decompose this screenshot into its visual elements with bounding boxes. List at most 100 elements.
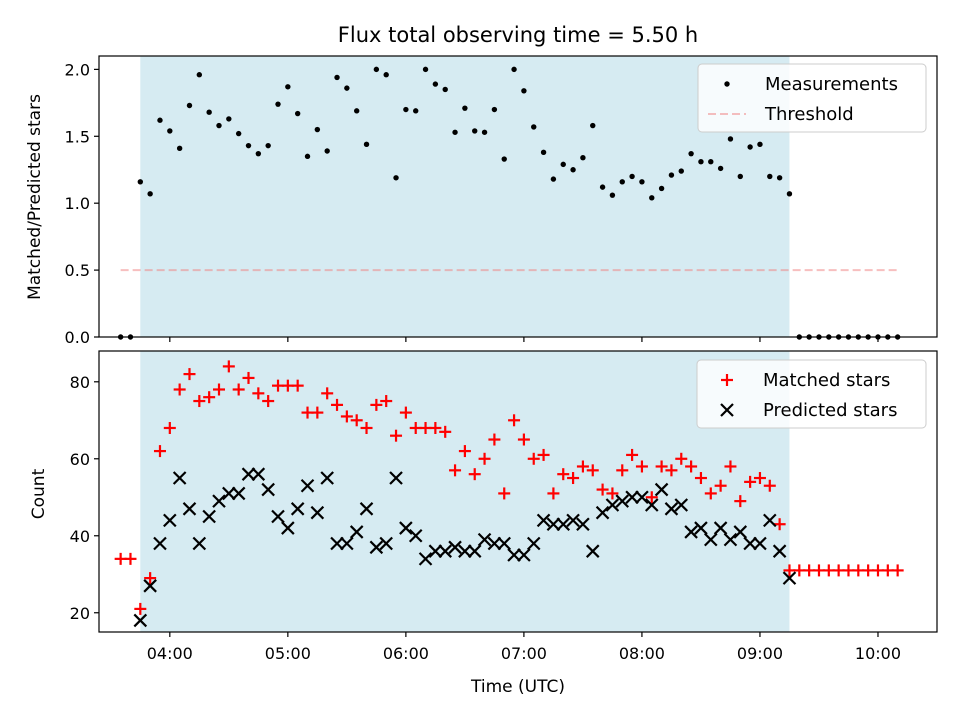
- predicted-star-point: [182, 502, 197, 516]
- matched-star-point: [360, 421, 373, 434]
- predicted-stars-legend-glyph: [720, 403, 734, 417]
- measurement-point: [688, 150, 694, 157]
- matched-star-point: [163, 421, 176, 434]
- measurement-point: [432, 81, 439, 87]
- predicted-star-point: [281, 521, 295, 535]
- matched-star-point: [291, 379, 304, 392]
- observing-window-band: [140, 351, 790, 632]
- predicted-star-point: [359, 502, 374, 516]
- predicted-star-point: [674, 498, 689, 512]
- matched-stars-legend-marker: [721, 374, 733, 386]
- count-x-tick-label: 10:00: [855, 644, 901, 663]
- count-y-ticks: 20 40 60 80: [70, 373, 99, 623]
- matched-star-point: [124, 552, 137, 565]
- measurement-point: [639, 179, 645, 185]
- predicted-star-point: [133, 613, 148, 628]
- measurement-point: [403, 106, 409, 113]
- predicted-star-point: [517, 548, 531, 562]
- count-x-tick-label: 05:00: [265, 644, 311, 663]
- predicted-star-point: [684, 525, 698, 539]
- measurement-point: [422, 66, 429, 73]
- matched-star-point: [714, 479, 727, 492]
- matched-star-point: [173, 383, 186, 396]
- measurement-point: [157, 117, 163, 123]
- count-plot-frame: [98, 350, 938, 633]
- matched-star-point: [232, 383, 245, 396]
- matched-star-point: [626, 448, 639, 461]
- predicted-star-point: [477, 532, 492, 547]
- measurement-point: [609, 192, 616, 198]
- matched-star-point: [586, 464, 599, 477]
- measurement-point: [521, 88, 527, 94]
- matched-star-point: [508, 414, 521, 427]
- measurement-point: [580, 154, 586, 161]
- ratio-y-ticks: 0.0 0.5 1.0 1.5 2.0: [65, 60, 99, 347]
- predicted-star-point: [369, 540, 384, 555]
- measurements-legend-marker: [724, 81, 730, 87]
- ratio-x-ticks: [169, 337, 879, 342]
- matched-star-point: [203, 391, 216, 404]
- measurement-point: [373, 66, 380, 73]
- measurement-point: [501, 156, 507, 162]
- matched-star-point: [891, 564, 904, 577]
- matched-star-point: [242, 371, 255, 384]
- ratio-y-tick-label: 0.0: [65, 328, 90, 347]
- predicted-star-point: [654, 482, 669, 497]
- measurement-point: [599, 184, 606, 190]
- predicted-star-point: [330, 536, 344, 551]
- predicted-star-point: [251, 467, 266, 481]
- measurement-point: [560, 161, 566, 168]
- measurement-point: [717, 165, 724, 172]
- predicted-star-point: [458, 544, 472, 558]
- predicted-star-point: [487, 536, 502, 551]
- predicted-star-point: [212, 494, 226, 508]
- measurement-point: [235, 130, 242, 137]
- measurement-point: [304, 153, 311, 160]
- matched-star-point: [685, 460, 698, 473]
- matched-star-point: [527, 452, 540, 465]
- matched-star-point: [694, 472, 707, 485]
- measurement-point: [472, 128, 478, 134]
- matched-star-point: [606, 487, 619, 500]
- measurement-point: [147, 191, 153, 197]
- predicted-star-point: [428, 544, 443, 558]
- ratio-panel: 0.0 0.5 1.0 1.5 2.0 Flux total observing tim…: [25, 23, 938, 347]
- count-panel: 20 40 60 80 04:00 05:00 06:00 07:00 08:00 09:00 1…: [29, 350, 938, 697]
- measurement-point: [698, 159, 704, 165]
- measurement-point: [658, 185, 665, 192]
- matched-star-point: [488, 433, 501, 446]
- measurement-point: [442, 86, 448, 93]
- measurement-point: [708, 159, 714, 165]
- predicted-star-point: [467, 544, 482, 558]
- matched-star-point: [468, 468, 481, 481]
- predicted-star-point: [625, 490, 639, 505]
- matched-stars-legend-label: Matched stars: [763, 370, 890, 391]
- predicted-star-point: [713, 521, 728, 535]
- measurement-point: [668, 172, 675, 178]
- matched-star-point: [144, 572, 157, 585]
- predicted-star-point: [271, 509, 285, 524]
- measurement-point: [452, 129, 458, 135]
- predicted-star-point: [172, 471, 187, 485]
- matched-star-point: [183, 368, 196, 381]
- measurement-point: [413, 108, 419, 114]
- matched-star-point: [134, 602, 147, 615]
- ratio-y-tick-label: 2.0: [65, 60, 90, 79]
- measurement-point: [727, 136, 734, 142]
- predicted-star-point: [566, 513, 580, 528]
- predicted-stars-legend-label: Predicted stars: [763, 400, 897, 421]
- predicted-star-point: [723, 532, 738, 547]
- predicted-star-point: [310, 505, 325, 520]
- matched-star-point: [340, 410, 353, 423]
- predicted-star-point: [241, 467, 256, 481]
- predicted-star-point: [340, 536, 354, 551]
- ratio-y-tick-label: 1.0: [65, 194, 90, 213]
- predicted-star-point: [448, 540, 462, 555]
- measurement-point: [757, 141, 763, 148]
- matched-star-point: [321, 387, 334, 400]
- ratio-y-tick-label: 1.5: [65, 127, 90, 146]
- predicted-star-point: [261, 482, 275, 497]
- ratio-plot-frame: [98, 55, 938, 338]
- measurement-point: [776, 175, 783, 181]
